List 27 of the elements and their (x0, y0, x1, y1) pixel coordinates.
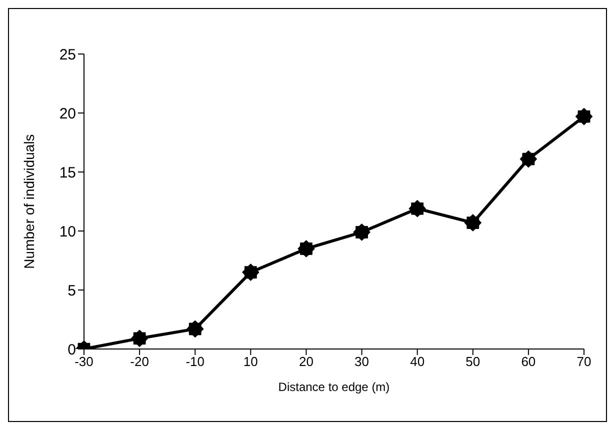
y-tick-label: 5 (68, 282, 76, 300)
point (353, 224, 370, 241)
y-tick-label: 20 (59, 105, 76, 122)
x-tick-label: -10 (186, 354, 205, 370)
x-tick-label: 70 (576, 354, 592, 370)
x-tick-label: 50 (466, 354, 480, 370)
point (464, 214, 482, 232)
point (576, 108, 592, 126)
point (520, 150, 537, 168)
point (408, 200, 426, 218)
x-tick-label: 40 (410, 354, 425, 370)
point (186, 320, 204, 338)
x-tick-label: 60 (521, 354, 536, 370)
x-tick-label: 10 (243, 354, 258, 370)
y-tick-label: 10 (59, 223, 76, 240)
point (242, 264, 260, 281)
x-tick-label: -30 (74, 354, 94, 370)
y-tick-label: 0 (68, 341, 76, 358)
x-tick-label: -20 (130, 354, 149, 370)
point (131, 330, 148, 347)
x-tick-label: 30 (354, 354, 370, 370)
y-axis-title: Number of individuals (20, 134, 37, 269)
x-tick-label: 20 (298, 354, 314, 370)
point (298, 240, 315, 258)
x-axis-title: Distance to edge (m) (278, 380, 390, 394)
y-tick-label: 25 (59, 46, 76, 64)
y-tick-label: 15 (59, 164, 76, 182)
